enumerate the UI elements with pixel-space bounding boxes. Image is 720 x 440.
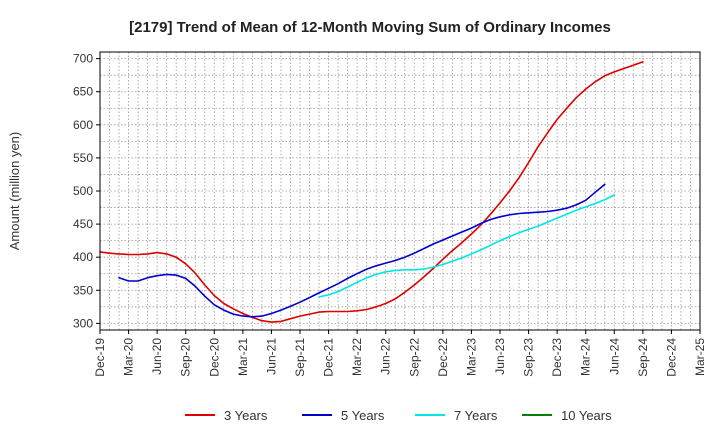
x-tick-label: Dec-21 bbox=[322, 338, 336, 377]
x-tick-label: Mar-22 bbox=[350, 338, 364, 376]
x-tick-label: Dec-20 bbox=[207, 338, 221, 377]
series-layer bbox=[99, 61, 644, 323]
x-tick-label: Sep-22 bbox=[407, 338, 421, 377]
x-tick-label: Jun-20 bbox=[150, 338, 164, 375]
y-tick-label: 400 bbox=[73, 250, 93, 264]
x-tick-label: Dec-23 bbox=[550, 338, 564, 377]
x-tick-label: Jun-21 bbox=[264, 338, 278, 375]
y-tick-label: 350 bbox=[73, 283, 93, 297]
x-tick-label: Sep-20 bbox=[179, 338, 193, 377]
grid bbox=[99, 52, 701, 330]
y-tick-label: 550 bbox=[73, 151, 93, 165]
legend-label: 10 Years bbox=[561, 408, 612, 423]
y-tick-label: 650 bbox=[73, 85, 93, 99]
chart-title: [2179] Trend of Mean of 12-Month Moving … bbox=[129, 19, 611, 36]
plot-area bbox=[100, 52, 700, 330]
y-tick-label: 700 bbox=[73, 52, 93, 66]
y-tick-label: 300 bbox=[73, 316, 93, 330]
x-tick-label: Mar-24 bbox=[579, 338, 593, 376]
x-tick-label: Mar-20 bbox=[122, 338, 136, 376]
x-tick-label: Jun-23 bbox=[493, 338, 507, 375]
series-line-3-years bbox=[99, 61, 644, 323]
y-tick-label: 500 bbox=[73, 184, 93, 198]
x-axis: Dec-19 Mar-20 Jun-20 Sep-20 Dec-20 Mar-21 Jun-… bbox=[93, 330, 707, 377]
y-tick-label: 600 bbox=[73, 118, 93, 132]
legend: 3 Years 5 Years 7 Years 10 Years bbox=[185, 408, 612, 423]
legend-label: 5 Years bbox=[341, 408, 385, 423]
x-tick-label: Mar-23 bbox=[464, 338, 478, 376]
x-tick-label: Sep-23 bbox=[522, 338, 536, 377]
x-tick-label: Mar-21 bbox=[236, 338, 250, 376]
legend-label: 3 Years bbox=[224, 408, 268, 423]
series-line-7-years bbox=[318, 194, 616, 298]
x-tick-label: Mar-25 bbox=[693, 338, 707, 376]
series-line-5-years bbox=[118, 183, 606, 318]
legend-label: 7 Years bbox=[454, 408, 498, 423]
x-tick-label: Dec-24 bbox=[664, 338, 678, 377]
x-tick-label: Dec-22 bbox=[436, 338, 450, 377]
x-tick-label: Jun-24 bbox=[607, 338, 621, 375]
x-tick-label: Sep-24 bbox=[636, 338, 650, 377]
y-axis-label: Amount (million yen) bbox=[7, 132, 22, 251]
x-tick-label: Sep-21 bbox=[293, 338, 307, 377]
y-tick-label: 450 bbox=[73, 217, 93, 231]
x-tick-label: Jun-22 bbox=[379, 338, 393, 375]
y-axis: 300 350 400 450 500 550 600 650 700 bbox=[73, 52, 100, 330]
x-tick-label: Dec-19 bbox=[93, 338, 107, 377]
